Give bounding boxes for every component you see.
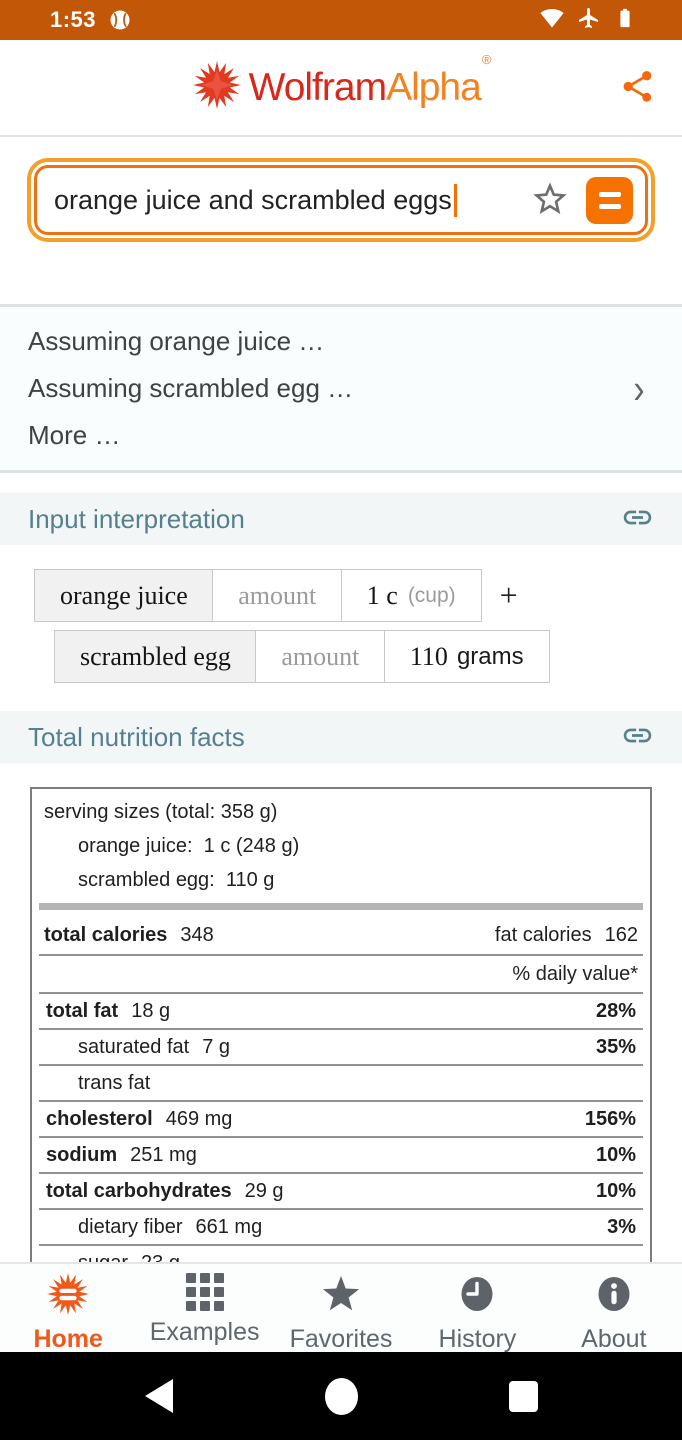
search-area: orange juice and scrambled eggs <box>0 165 682 304</box>
link-icon <box>621 501 654 537</box>
calories-row: total calories 348 fat calories 162 <box>44 923 638 946</box>
interpretation-row-scrambled-egg: scrambled egg amount 110 grams <box>54 630 682 683</box>
assumption-scrambled-egg[interactable]: Assuming scrambled egg … › <box>28 364 645 412</box>
pod-header-input-interpretation: Input interpretation <box>0 493 682 545</box>
pod-header-nutrition: Total nutrition facts <box>0 711 682 763</box>
android-home-button[interactable] <box>321 1377 361 1415</box>
compute-equals-button[interactable] <box>586 176 633 224</box>
pod-title: Input interpretation <box>28 503 245 534</box>
notification-ball-icon <box>108 8 132 32</box>
nutrient-row-dietary-fiber: dietary fiber 661 mg 3% <box>78 1215 636 1238</box>
nav-examples[interactable]: Examples <box>136 1264 272 1352</box>
status-bar: 1:53 <box>0 0 682 40</box>
attribute-cell[interactable]: amount <box>255 630 386 683</box>
chevron-right-icon[interactable]: › <box>633 364 645 412</box>
attribute-cell[interactable]: amount <box>212 569 343 622</box>
nutrient-row-cholesterol: cholesterol 469 mg 156% <box>46 1107 636 1130</box>
serving-scrambled-egg: scrambled egg: 110 g <box>78 868 275 891</box>
entity-cell[interactable]: scrambled egg <box>54 630 257 683</box>
nutrient-row-saturated-fat: saturated fat 7 g 35% <box>78 1035 636 1058</box>
amount-value: 1 c <box>366 580 398 610</box>
pod-link-button[interactable] <box>621 501 654 537</box>
input-interpretation-pod: orange juice amount 1 c (cup) + scramble… <box>0 545 682 711</box>
airplane-icon <box>577 6 601 35</box>
nav-history[interactable]: History <box>409 1264 545 1353</box>
assumption-orange-juice[interactable]: Assuming orange juice … <box>28 326 325 356</box>
star-outline-icon <box>530 179 570 222</box>
app-header: WolframAlpha® <box>0 40 682 137</box>
share-button[interactable] <box>619 68 656 108</box>
history-clock-icon <box>456 1273 498 1318</box>
favorites-star-icon <box>320 1273 362 1318</box>
nutrient-row-total-fat: total fat 18 g 28% <box>46 999 636 1022</box>
nav-favorites[interactable]: Favorites <box>273 1264 409 1353</box>
serving-sizes-title: serving sizes (total: 358 g) <box>44 800 278 823</box>
about-info-icon <box>593 1273 635 1318</box>
wifi-icon <box>540 6 564 35</box>
home-circle-icon <box>324 1377 358 1415</box>
nav-about[interactable]: About <box>546 1264 682 1353</box>
nutrient-row-trans-fat: trans fat <box>78 1071 151 1094</box>
assumptions-panel: Assuming orange juice … Assuming scrambl… <box>0 304 682 473</box>
nutrient-row-total-carbohydrates: total carbohydrates 29 g 10% <box>46 1179 636 1202</box>
unit-note: (cup) <box>407 583 456 607</box>
clock: 1:53 <box>50 7 97 32</box>
unit-label: grams <box>456 642 524 670</box>
serving-orange-juice: orange juice: 1 c (248 g) <box>78 834 300 857</box>
row-divider <box>39 992 643 994</box>
android-nav-bar <box>0 1352 682 1440</box>
spacer <box>0 473 682 493</box>
daily-value-header: % daily value* <box>512 962 638 985</box>
nutrition-pod: serving sizes (total: 358 g) orange juic… <box>0 763 682 1318</box>
nutrient-row-sodium: sodium 251 mg 10% <box>46 1143 636 1166</box>
entity-cell[interactable]: orange juice <box>34 569 214 622</box>
link-icon <box>621 719 654 755</box>
search-input[interactable]: orange juice and scrambled eggs <box>34 165 648 235</box>
value-cell[interactable]: 1 c (cup) <box>340 569 482 622</box>
plus-sign: + <box>499 577 518 613</box>
registered-mark: ® <box>481 51 492 67</box>
recents-square-icon <box>508 1380 538 1412</box>
home-icon <box>47 1273 90 1318</box>
amount-value: 110 <box>409 641 448 671</box>
equals-icon <box>598 191 621 197</box>
pod-link-button[interactable] <box>621 719 654 755</box>
battery-icon <box>614 6 636 35</box>
favorite-query-button[interactable] <box>530 179 570 222</box>
back-triangle-icon <box>145 1379 173 1413</box>
thick-divider <box>39 903 643 910</box>
nav-home[interactable]: Home <box>0 1264 136 1353</box>
text-cursor <box>453 183 457 217</box>
row-divider <box>39 954 643 956</box>
status-icons <box>540 6 636 35</box>
wolframalpha-logo: WolframAlpha® <box>192 51 492 114</box>
examples-grid-icon <box>185 1273 224 1311</box>
value-cell[interactable]: 110 grams <box>383 630 550 683</box>
bottom-nav: Home Examples Favorites History <box>0 1262 682 1353</box>
android-recents-button[interactable] <box>503 1380 543 1412</box>
wolfram-star-icon <box>192 61 241 114</box>
android-back-button[interactable] <box>139 1379 179 1413</box>
assumptions-more[interactable]: More … <box>28 420 121 450</box>
search-query-text: orange juice and scrambled eggs <box>54 184 452 215</box>
share-icon <box>619 68 656 108</box>
pod-title: Total nutrition facts <box>28 721 245 752</box>
logo-wordmark: WolframAlpha® <box>248 51 492 109</box>
nutrition-table: serving sizes (total: 358 g) orange juic… <box>30 787 652 1318</box>
interpretation-row-orange-juice: orange juice amount 1 c (cup) + <box>34 569 682 622</box>
